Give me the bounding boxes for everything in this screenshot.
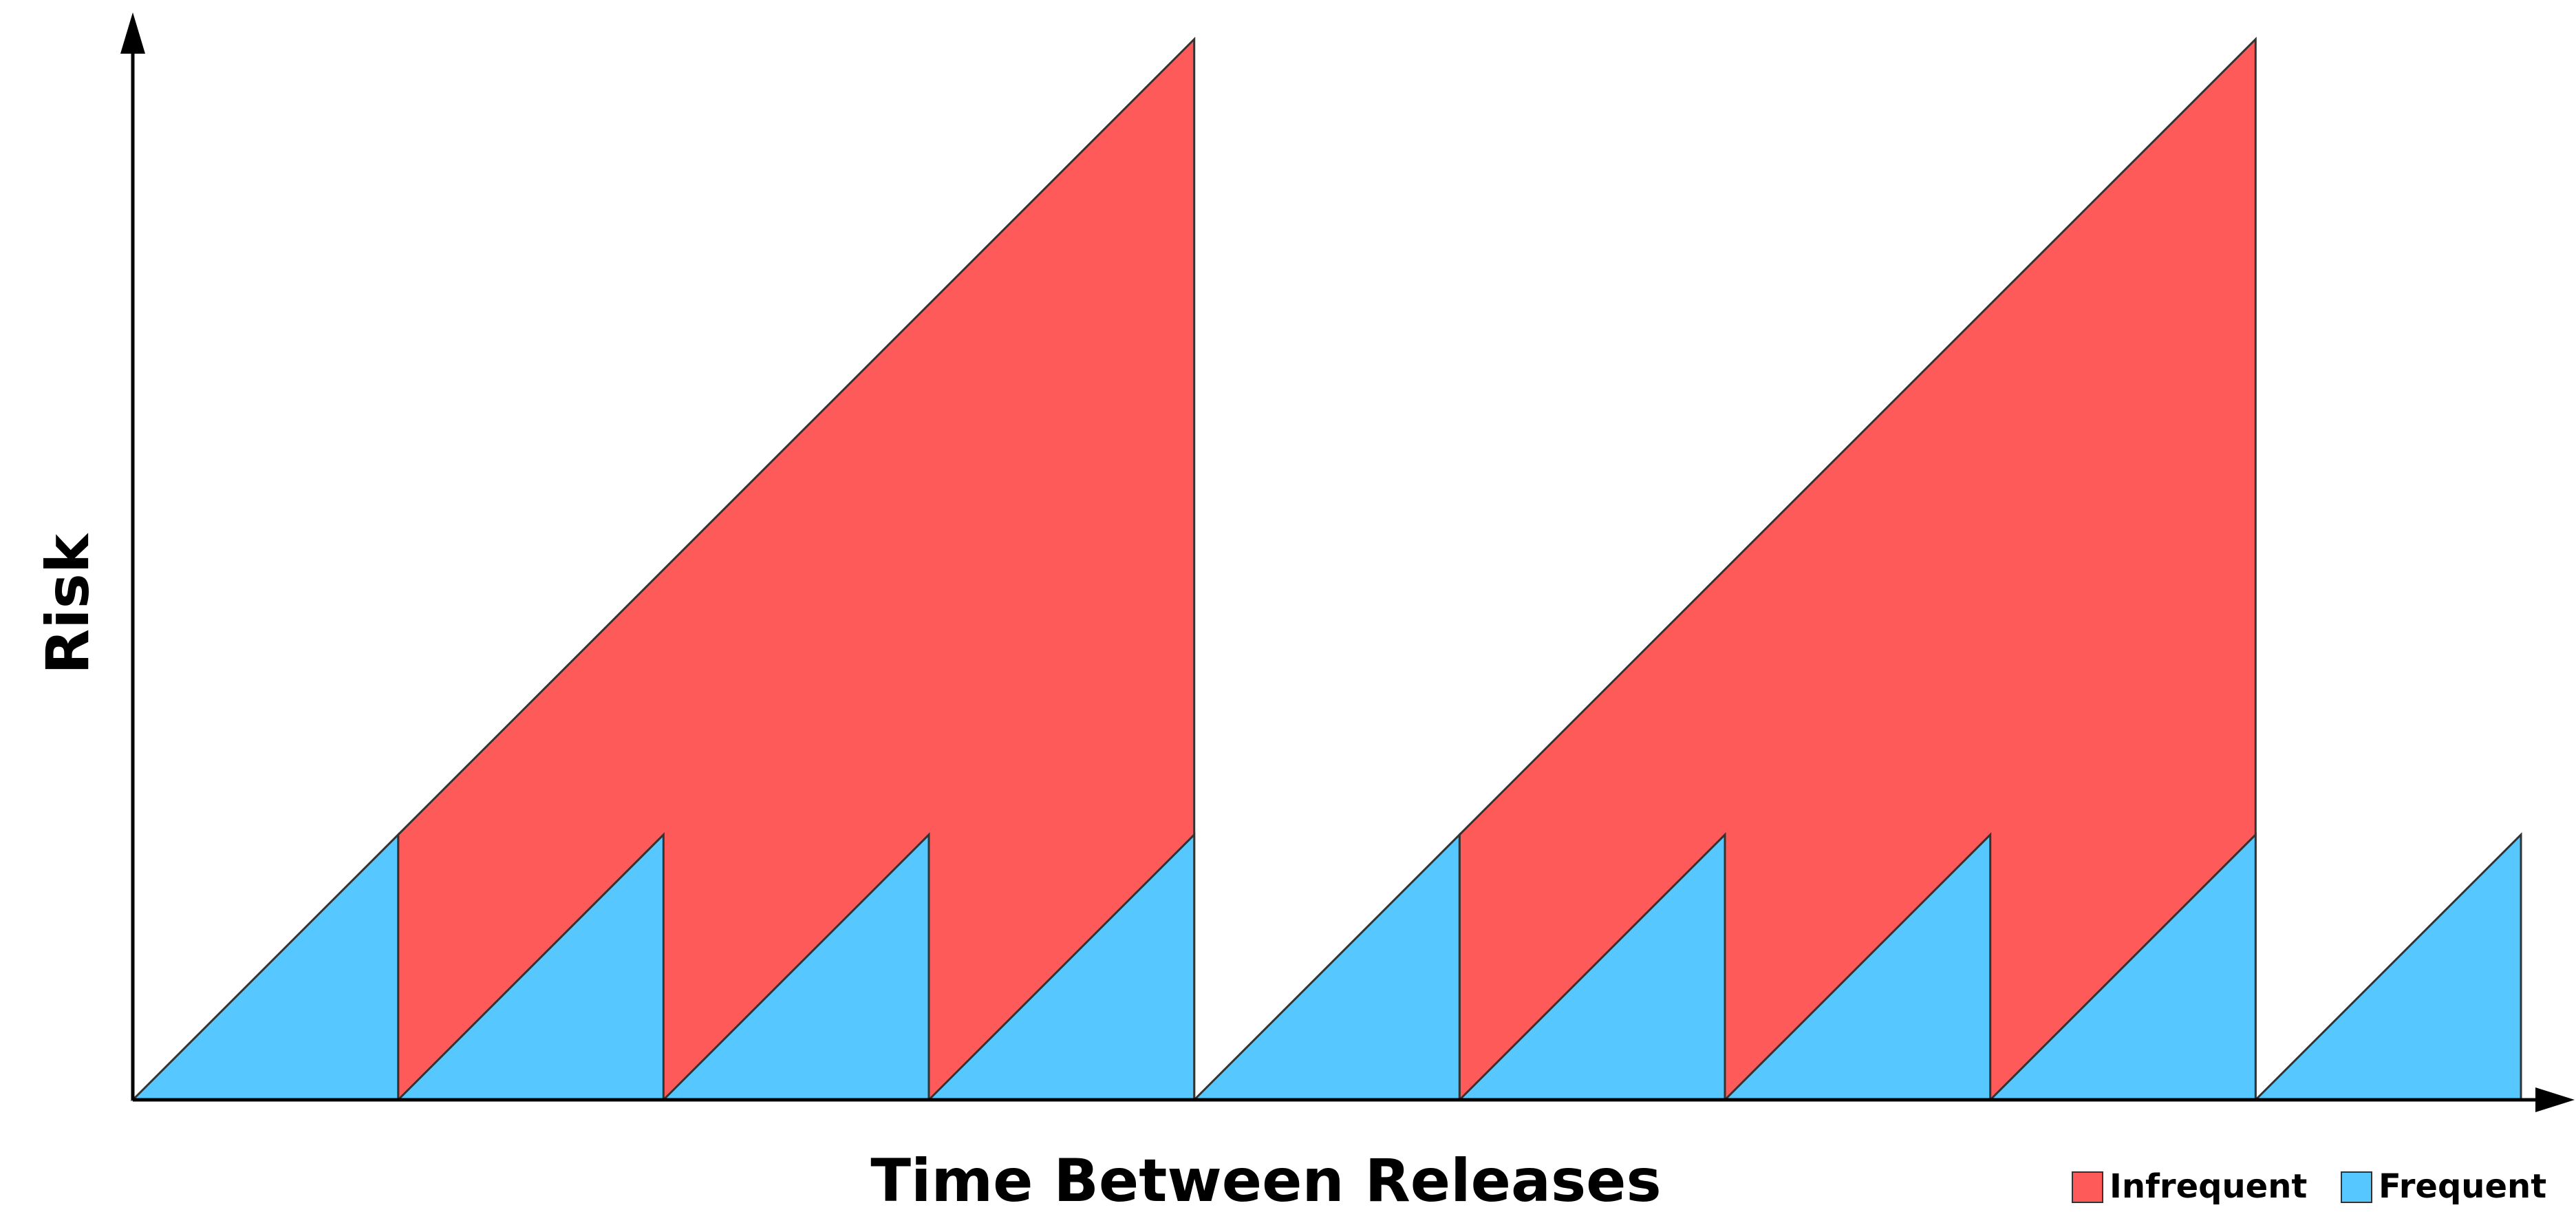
series-layer xyxy=(130,36,2522,1101)
x-axis-title: Time Between Releases xyxy=(870,1147,1661,1212)
legend-label-frequent: Frequent xyxy=(2379,1167,2546,1206)
legend-swatch-infrequent xyxy=(2072,1171,2103,1203)
legend-swatch-frequent xyxy=(2341,1171,2372,1203)
frequent-cycle-9 xyxy=(2253,832,2522,1101)
x-axis-arrow-icon xyxy=(2535,1087,2575,1112)
legend-label-infrequent: Infrequent xyxy=(2110,1167,2307,1206)
legend: Infrequent Frequent xyxy=(2072,1167,2546,1206)
frequent-cycle-1 xyxy=(130,832,400,1101)
y-axis-title: Risk xyxy=(34,533,103,674)
frequent-cycle-5 xyxy=(1192,832,1461,1101)
infrequent-cycle-2 xyxy=(1458,36,2257,1101)
infrequent-cycle-1 xyxy=(397,36,1196,1101)
y-axis-arrow-icon xyxy=(120,12,145,54)
